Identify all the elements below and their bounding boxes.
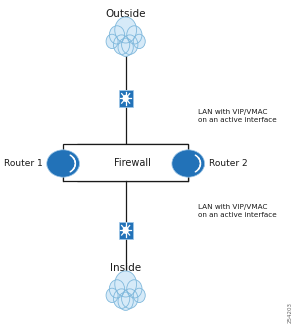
Ellipse shape xyxy=(172,164,204,168)
Circle shape xyxy=(122,289,138,308)
Circle shape xyxy=(113,35,130,54)
Circle shape xyxy=(122,35,138,54)
Bar xyxy=(63,144,188,181)
Circle shape xyxy=(115,17,137,43)
Circle shape xyxy=(127,26,142,44)
Circle shape xyxy=(113,289,130,308)
Circle shape xyxy=(118,292,133,310)
Circle shape xyxy=(133,34,145,48)
Text: Router 1: Router 1 xyxy=(4,159,43,168)
Circle shape xyxy=(127,280,142,298)
Circle shape xyxy=(123,95,128,101)
FancyBboxPatch shape xyxy=(119,222,133,239)
Text: LAN with VIP/VMAC
on an active interface: LAN with VIP/VMAC on an active interface xyxy=(198,204,276,218)
Circle shape xyxy=(109,280,124,298)
Circle shape xyxy=(118,38,133,56)
Text: Inside: Inside xyxy=(110,263,141,273)
Circle shape xyxy=(109,26,124,44)
FancyBboxPatch shape xyxy=(119,90,133,107)
Circle shape xyxy=(115,271,137,297)
Text: LAN with VIP/VMAC
on an active interface: LAN with VIP/VMAC on an active interface xyxy=(198,109,276,123)
Text: 254203: 254203 xyxy=(288,302,293,323)
Ellipse shape xyxy=(47,164,79,168)
Circle shape xyxy=(106,34,118,48)
Text: Firewall: Firewall xyxy=(114,158,151,168)
Bar xyxy=(77,144,188,181)
Ellipse shape xyxy=(172,150,204,177)
Circle shape xyxy=(133,288,145,302)
Circle shape xyxy=(106,288,118,302)
Ellipse shape xyxy=(47,150,79,177)
Circle shape xyxy=(123,227,128,233)
Text: Outside: Outside xyxy=(105,9,146,19)
Text: Router 2: Router 2 xyxy=(209,159,247,168)
